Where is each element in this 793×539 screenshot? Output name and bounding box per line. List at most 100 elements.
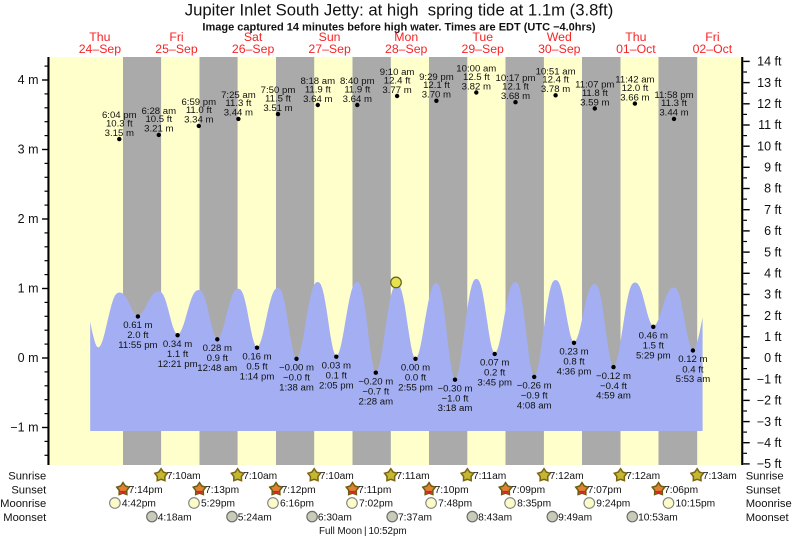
svg-text:Sunset: Sunset: [746, 484, 782, 496]
svg-text:Moonset: Moonset: [746, 512, 790, 524]
svg-text:8:40 pm: 8:40 pm: [340, 76, 375, 87]
svg-text:−0.0 ft: −0.0 ft: [283, 373, 310, 384]
svg-text:10:15pm: 10:15pm: [676, 499, 716, 510]
svg-text:5:29 pm: 5:29 pm: [636, 350, 671, 361]
svg-text:10.5 ft: 10.5 ft: [145, 114, 172, 125]
svg-text:3 m: 3 m: [18, 143, 39, 157]
svg-text:25–Sep: 25–Sep: [155, 42, 198, 56]
svg-text:0.8 ft: 0.8 ft: [563, 357, 585, 368]
svg-text:10:17 pm: 10:17 pm: [495, 73, 535, 84]
svg-text:7:48pm: 7:48pm: [438, 499, 472, 510]
svg-text:3.44 m: 3.44 m: [224, 108, 253, 119]
svg-text:3.66 m: 3.66 m: [620, 92, 649, 103]
svg-text:7:11am: 7:11am: [396, 471, 429, 482]
svg-text:0.16 m: 0.16 m: [242, 351, 271, 362]
svg-text:10:00 am: 10:00 am: [456, 64, 496, 75]
svg-text:7:10am: 7:10am: [320, 471, 354, 482]
svg-text:3.64 m: 3.64 m: [303, 94, 332, 105]
svg-text:0.34 m: 0.34 m: [163, 339, 192, 350]
svg-text:0.12 m: 0.12 m: [678, 354, 707, 365]
svg-text:11:55 pm: 11:55 pm: [118, 340, 157, 351]
svg-text:11.8 ft: 11.8 ft: [582, 88, 608, 99]
svg-text:Sunrise: Sunrise: [746, 471, 784, 483]
svg-text:−3 ft: −3 ft: [757, 415, 782, 429]
svg-text:1:38 am: 1:38 am: [279, 382, 314, 393]
svg-text:12:48 am: 12:48 am: [197, 363, 237, 374]
svg-text:2:55 pm: 2:55 pm: [398, 382, 433, 393]
svg-text:12.0 ft: 12.0 ft: [622, 83, 649, 94]
svg-text:0.2 ft: 0.2 ft: [484, 368, 506, 379]
svg-text:9:24pm: 9:24pm: [596, 499, 630, 510]
svg-text:6:30am: 6:30am: [318, 512, 352, 523]
svg-text:2:28 am: 2:28 am: [358, 396, 393, 407]
svg-text:7:12am: 7:12am: [550, 471, 584, 482]
svg-text:9:49am: 9:49am: [558, 512, 592, 523]
svg-text:6:28 am: 6:28 am: [141, 106, 176, 117]
svg-text:−4 ft: −4 ft: [757, 436, 782, 450]
svg-text:02–Oct: 02–Oct: [693, 42, 733, 56]
svg-text:01–Oct: 01–Oct: [616, 42, 656, 56]
svg-text:0.4 ft: 0.4 ft: [682, 364, 704, 375]
svg-text:3.21 m: 3.21 m: [144, 124, 173, 135]
svg-text:Tue: Tue: [472, 30, 493, 44]
svg-text:Full Moon | 10:52pm: Full Moon | 10:52pm: [319, 526, 407, 537]
svg-text:−1 m: −1 m: [10, 421, 38, 435]
svg-text:12.1 ft: 12.1 ft: [502, 82, 529, 93]
svg-text:8:43am: 8:43am: [478, 512, 512, 523]
svg-text:11 ft: 11 ft: [758, 118, 782, 132]
svg-text:Sunset: Sunset: [11, 484, 47, 496]
svg-text:11:07 pm: 11:07 pm: [575, 80, 614, 91]
svg-text:Mon: Mon: [394, 30, 418, 44]
svg-text:0 m: 0 m: [18, 351, 39, 365]
svg-text:3 ft: 3 ft: [764, 288, 782, 302]
svg-text:1.1 ft: 1.1 ft: [167, 349, 189, 360]
svg-text:6:16pm: 6:16pm: [280, 499, 314, 510]
svg-text:5:24am: 5:24am: [238, 512, 272, 523]
svg-text:4:59 am: 4:59 am: [596, 391, 631, 402]
svg-text:3:45 pm: 3:45 pm: [477, 378, 512, 389]
svg-text:9:10 am: 9:10 am: [380, 67, 415, 78]
svg-text:6 ft: 6 ft: [764, 224, 782, 238]
svg-text:12.1 ft: 12.1 ft: [423, 80, 450, 91]
svg-text:7:13am: 7:13am: [703, 471, 737, 482]
svg-text:11.3 ft: 11.3 ft: [225, 98, 251, 109]
svg-text:Sat: Sat: [244, 30, 263, 44]
svg-text:0.61 m: 0.61 m: [123, 320, 152, 331]
svg-text:7:37am: 7:37am: [398, 512, 432, 523]
svg-text:7:14pm: 7:14pm: [129, 485, 163, 496]
svg-text:3.44 m: 3.44 m: [659, 108, 688, 119]
svg-text:Thu: Thu: [89, 30, 110, 44]
svg-text:3.64 m: 3.64 m: [343, 94, 372, 105]
svg-text:1:14 pm: 1:14 pm: [240, 371, 275, 382]
svg-text:8:18 am: 8:18 am: [300, 76, 335, 87]
svg-text:26–Sep: 26–Sep: [232, 42, 275, 56]
svg-text:−2 ft: −2 ft: [757, 394, 782, 408]
svg-text:Thu: Thu: [625, 30, 646, 44]
svg-text:11:58 pm: 11:58 pm: [654, 90, 693, 101]
svg-text:0.46 m: 0.46 m: [639, 331, 668, 342]
svg-text:−0.30 m: −0.30 m: [438, 383, 473, 394]
svg-text:0.03 m: 0.03 m: [322, 360, 351, 371]
svg-text:12 ft: 12 ft: [757, 97, 782, 111]
svg-text:3.59 m: 3.59 m: [580, 97, 609, 108]
svg-text:11.9 ft: 11.9 ft: [305, 84, 331, 95]
svg-text:Moonrise: Moonrise: [0, 498, 46, 510]
svg-text:14 ft: 14 ft: [757, 55, 782, 69]
svg-text:1.5 ft: 1.5 ft: [643, 341, 665, 352]
svg-text:7:07pm: 7:07pm: [588, 485, 622, 496]
svg-text:Fri: Fri: [169, 30, 183, 44]
svg-text:−1.0 ft: −1.0 ft: [442, 394, 469, 405]
svg-text:3.77 m: 3.77 m: [382, 85, 411, 96]
svg-text:9 ft: 9 ft: [764, 161, 782, 175]
svg-text:7:09pm: 7:09pm: [511, 485, 545, 496]
svg-text:Sun: Sun: [319, 30, 341, 44]
svg-text:4:36 pm: 4:36 pm: [557, 366, 592, 377]
svg-text:27–Sep: 27–Sep: [308, 42, 351, 56]
svg-text:4 m: 4 m: [18, 73, 39, 87]
svg-text:10 ft: 10 ft: [757, 139, 782, 153]
svg-text:30–Sep: 30–Sep: [538, 42, 581, 56]
svg-text:−0.00 m: −0.00 m: [279, 363, 314, 374]
svg-text:1 ft: 1 ft: [764, 330, 782, 344]
svg-text:11.3 ft: 11.3 ft: [661, 98, 687, 109]
svg-text:3.34 m: 3.34 m: [184, 115, 213, 126]
